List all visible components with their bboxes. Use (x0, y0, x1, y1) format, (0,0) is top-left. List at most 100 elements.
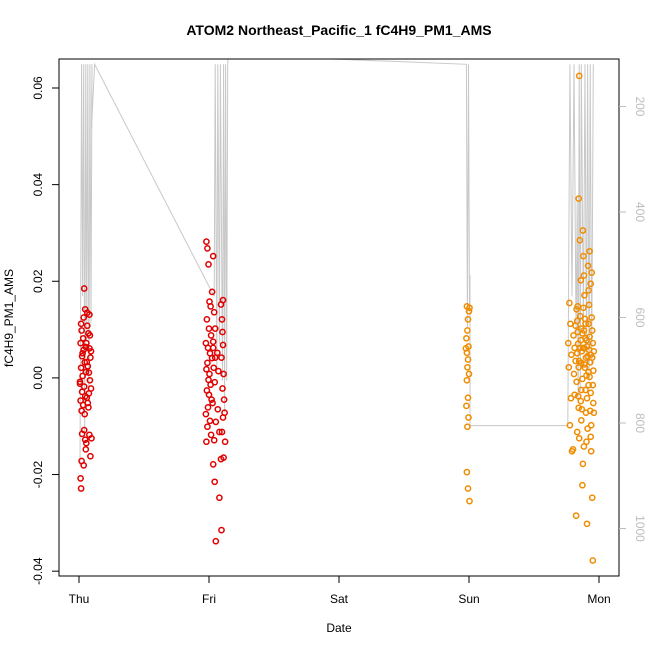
data-point (576, 312, 584, 320)
altitude-line-layer (79, 59, 594, 466)
data-point (79, 349, 86, 357)
data-point (88, 434, 95, 442)
data-point (577, 276, 585, 284)
data-point (219, 385, 226, 392)
data-point (83, 358, 91, 366)
data-point (211, 378, 219, 386)
data-point (203, 438, 210, 446)
y2-axis: 200 400 600 800 1000 (619, 96, 647, 542)
data-point (464, 363, 471, 371)
y2-tick-label: 200 (633, 96, 647, 116)
data-point (575, 404, 583, 412)
y-tick-label: 0.04 (31, 173, 45, 197)
data-point (587, 421, 595, 429)
data-point (577, 397, 585, 405)
data-point (464, 356, 472, 363)
data-point (587, 389, 595, 397)
data-point (216, 494, 223, 502)
data-point (584, 425, 591, 432)
data-point (80, 285, 88, 292)
data-point (580, 252, 587, 260)
data-point (218, 354, 225, 361)
data-point (579, 460, 587, 468)
data-point (580, 443, 588, 450)
data-point (464, 423, 471, 431)
data-point (209, 344, 217, 352)
data-point (219, 328, 226, 336)
data-point (205, 325, 213, 332)
data-point (84, 399, 92, 407)
data-point (588, 269, 596, 276)
data-point (207, 303, 214, 310)
data-point (205, 261, 212, 268)
data-point (582, 386, 589, 394)
y-axis-label: fC4H9_PM1_AMS (2, 269, 16, 367)
data-point (204, 404, 212, 411)
data-point (203, 238, 210, 245)
data-point (205, 391, 213, 399)
data-point (218, 316, 226, 323)
x-tick-label: Fri (202, 592, 216, 606)
data-point (209, 399, 216, 407)
data-point (573, 428, 581, 436)
data-point (82, 343, 90, 351)
data-point (585, 381, 592, 389)
data-point (575, 434, 583, 442)
data-point (464, 394, 472, 402)
data-point (579, 481, 586, 489)
data-point (463, 334, 470, 342)
data-point (80, 314, 88, 321)
data-point (586, 247, 593, 255)
data-point (208, 288, 216, 296)
data-point (209, 461, 217, 468)
data-point (587, 433, 595, 441)
data-point (208, 354, 216, 362)
data-point (585, 320, 592, 328)
data-point (465, 370, 473, 378)
data-point (466, 304, 473, 312)
data-point (589, 557, 597, 564)
data-point (463, 402, 470, 410)
data-point (204, 344, 212, 352)
data-point (465, 307, 473, 315)
data-point (588, 314, 596, 321)
data-point (585, 301, 593, 309)
data-point (210, 364, 218, 372)
x-tick-label: Mon (587, 592, 610, 606)
data-point (576, 236, 584, 244)
data-point (82, 439, 90, 447)
data-point (221, 409, 228, 417)
data-point (590, 409, 598, 417)
data-point (221, 438, 229, 446)
data-point (581, 361, 588, 368)
data-point (464, 485, 472, 492)
data-point (218, 526, 225, 534)
data-point (582, 320, 589, 328)
data-point (77, 320, 85, 328)
y2-tick-label: 600 (633, 307, 647, 327)
data-point (585, 287, 592, 294)
data-point (576, 344, 584, 352)
y2-tick-label: 1000 (633, 515, 647, 542)
data-point (206, 417, 214, 425)
data-point (579, 375, 586, 383)
data-point (209, 252, 217, 260)
data-point (80, 462, 88, 469)
data-point (202, 410, 210, 418)
y-axis: -0.04 -0.02 0.00 0.02 0.04 0.06 (31, 76, 59, 585)
data-point (212, 537, 220, 545)
data-point (575, 72, 583, 80)
y-tick-label: 0.00 (31, 366, 45, 390)
data-point (82, 368, 90, 376)
data-point (579, 330, 586, 337)
data-point (86, 332, 94, 339)
data-point (587, 447, 595, 455)
data-point (572, 322, 579, 330)
data-point (210, 436, 218, 444)
data-point (76, 380, 84, 388)
data-point (217, 455, 225, 463)
data-point (77, 475, 84, 482)
data-point (575, 195, 583, 202)
data-point (589, 381, 597, 389)
data-point (219, 341, 227, 349)
